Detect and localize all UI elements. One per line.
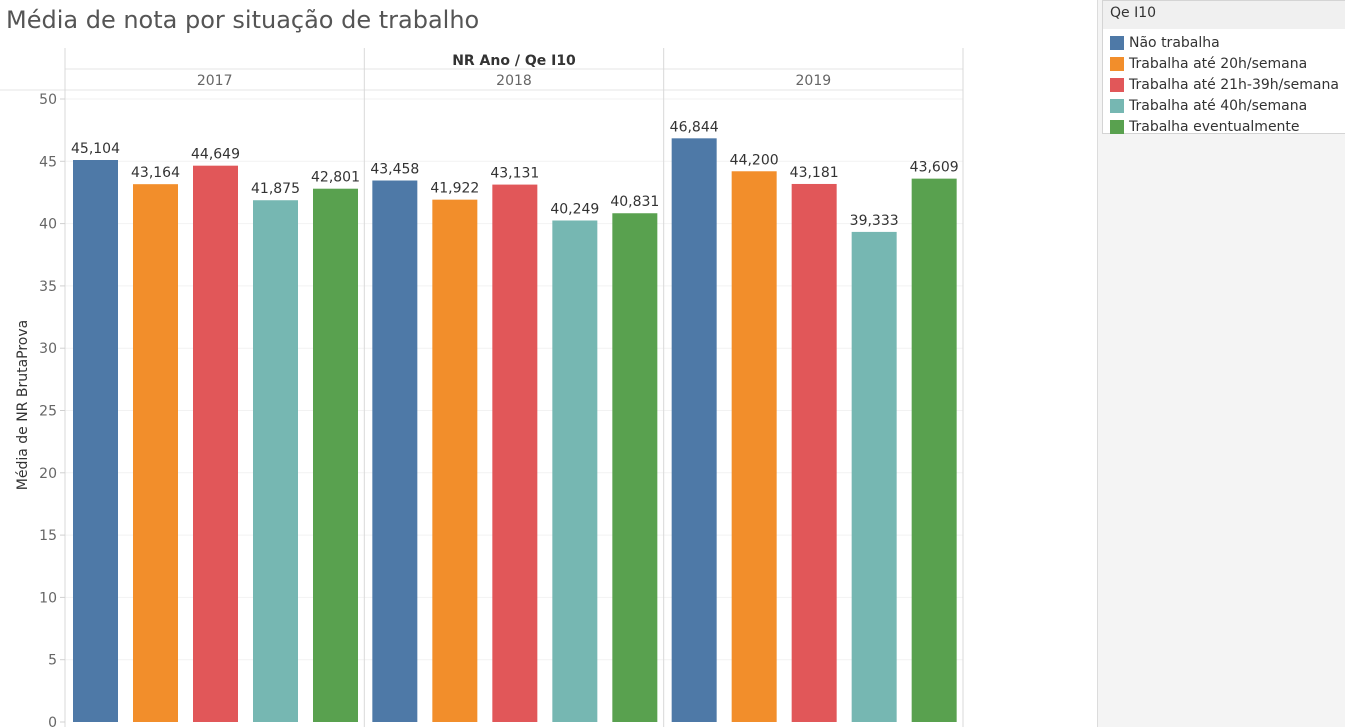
legend-label: Trabalha eventualmente [1129,118,1300,135]
legend-item[interactable]: Não trabalha [1110,32,1339,53]
y-tick-label: 15 [39,528,57,544]
y-tick-label: 5 [48,653,57,669]
legend-title: Qe I10 [1110,5,1157,21]
legend-label: Trabalha até 21h-39h/semana [1129,76,1339,93]
column-header-title: NR Ano / Qe I10 [452,53,576,69]
bar [193,165,238,722]
legend-swatch [1110,77,1124,92]
bar [671,138,717,723]
y-tick-label: 20 [39,466,57,482]
bar [253,200,298,723]
category-label: 2017 [197,73,233,89]
bar [432,199,478,723]
data-label: 44,200 [730,152,779,168]
bar [791,183,837,723]
category-label: 2019 [796,73,832,89]
data-label: 43,458 [370,162,419,178]
legend-label: Não trabalha [1129,34,1220,51]
y-tick-label: 0 [48,715,57,727]
bar [911,178,957,723]
chart-title: Média de nota por situação de trabalho [6,6,480,34]
data-label: 46,844 [670,119,719,135]
data-label: 45,104 [71,141,120,157]
legend-item[interactable]: Trabalha até 21h-39h/semana [1110,74,1339,95]
data-label: 43,131 [490,166,539,182]
legend-swatch [1110,98,1124,113]
bar [552,220,598,722]
legend-swatch [1110,56,1124,71]
data-label: 40,831 [610,194,659,210]
legend-item[interactable]: Trabalha até 40h/semana [1110,95,1339,116]
legend-label: Trabalha até 40h/semana [1129,97,1308,114]
legend: Qe I10 Não trabalha Trabalha até 20h/sema… [1102,0,1345,137]
legend-swatch [1110,35,1124,50]
bar [372,180,418,723]
data-label: 41,922 [430,181,479,197]
y-tick-label: 35 [39,279,57,295]
data-label: 43,181 [790,165,839,181]
legend-panel: Qe I10 Não trabalha Trabalha até 20h/sema… [1097,0,1345,727]
data-label: 41,875 [251,181,300,197]
legend-item[interactable]: Trabalha até 20h/semana [1110,53,1339,74]
legend-label: Trabalha até 20h/semana [1129,55,1308,72]
data-label: 43,609 [910,160,959,176]
data-label: 44,649 [191,147,240,163]
y-tick-label: 50 [39,92,57,108]
data-label: 39,333 [850,213,899,229]
category-label: 2018 [496,73,532,89]
y-tick-label: 25 [39,404,57,420]
legend-swatch [1110,119,1124,134]
legend-header [1103,1,1345,29]
legend-items: Não trabalha Trabalha até 20h/semana Traba… [1110,32,1339,137]
y-axis-title: Média de NR BrutaProva [15,320,31,490]
legend-item[interactable]: Trabalha eventualmente [1110,116,1339,137]
bar [313,188,358,723]
y-tick-label: 45 [39,154,57,170]
bar [73,160,118,723]
bar [851,231,897,722]
y-tick-label: 30 [39,341,57,357]
y-tick-label: 10 [39,590,57,606]
data-label: 40,249 [550,201,599,217]
bar [133,184,178,722]
data-label: 42,801 [311,170,360,186]
data-label: 43,164 [131,165,180,181]
bar [492,184,538,722]
y-tick-label: 40 [39,217,57,233]
bar [731,171,777,722]
bar [612,213,658,723]
bar-chart: NR Ano / Qe I10 2017 2018 2019 0 5 10 15 20 25 30 3… [0,48,964,727]
